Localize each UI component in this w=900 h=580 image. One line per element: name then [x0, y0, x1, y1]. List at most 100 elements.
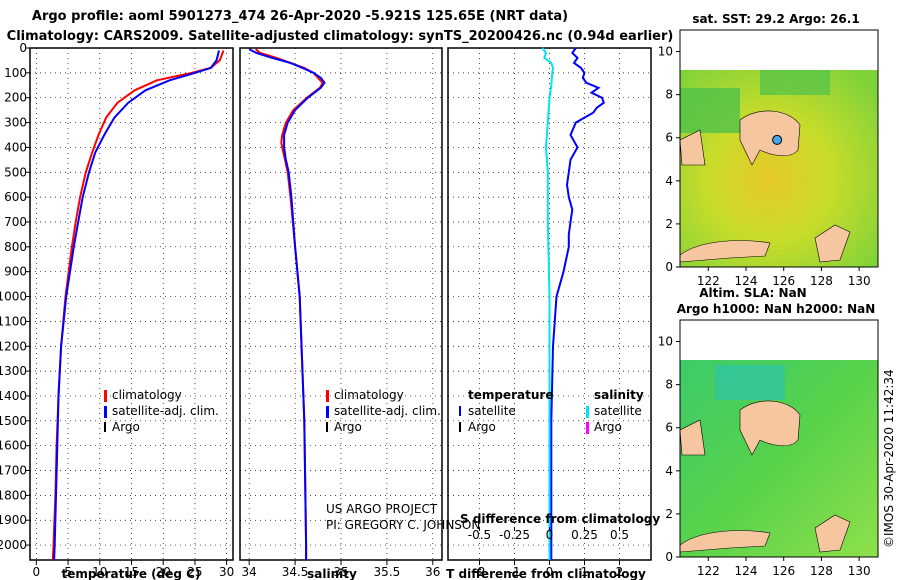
- depth-tick-label: 1800: [0, 488, 27, 502]
- legend-label-sal-argo: Argo: [594, 420, 622, 434]
- depth-tick-label: 0: [19, 41, 27, 55]
- legend-label-argo: Argo: [334, 420, 362, 434]
- map-lat-tick-label: 10: [658, 45, 673, 59]
- sst-nodata-band: [680, 30, 878, 70]
- depth-tick-label: 1300: [0, 364, 27, 378]
- x-tick-label: 36: [425, 565, 440, 579]
- island-landmass: [680, 129, 706, 166]
- map-lon-tick-label: 128: [810, 274, 833, 288]
- x-tick-label: 15: [124, 565, 139, 579]
- legend-label-argo: Argo: [112, 420, 140, 434]
- figure-title-line2: Climatology: CARS2009. Satellite-adjuste…: [7, 29, 674, 44]
- depth-tick-label: 1200: [0, 339, 27, 353]
- eastern-landmass: [814, 514, 851, 553]
- legend-swatch-climatology: [326, 390, 329, 402]
- legend-swatch-argo: [104, 422, 106, 432]
- map-lon-tick-label: 130: [848, 564, 871, 578]
- eastern-landmass: [814, 224, 851, 263]
- series-line-salinity-satellite: [541, 47, 555, 560]
- s-difference-tick-label: 0.25: [571, 528, 598, 542]
- legend-swatch-sal-argo: [586, 422, 589, 434]
- x-tick-label: 35: [333, 565, 348, 579]
- map-lat-tick-label: 6: [665, 421, 673, 435]
- sla-label: Altim. SLA: NaN: [699, 286, 806, 300]
- map-lon-tick-label: 124: [735, 564, 758, 578]
- x-tick-label: 5: [64, 565, 72, 579]
- map-lat-tick-label: 0: [665, 550, 673, 564]
- depth-tick-label: 2000: [0, 538, 27, 552]
- map-lon-tick-label: 126: [772, 274, 795, 288]
- x-tick-label: 35.5: [374, 565, 401, 579]
- depth-tick-label: 800: [4, 240, 27, 254]
- temperature-axis-label: temperature (deg C): [62, 567, 201, 580]
- map-lon-tick-label: 126: [772, 564, 795, 578]
- map-lat-tick-label: 4: [665, 174, 673, 188]
- x-tick-label: 34: [242, 565, 257, 579]
- figure-title-line1: Argo profile: aoml 5901273_474 26-Apr-20…: [32, 9, 568, 24]
- island-landmass: [680, 419, 706, 456]
- sst-map-title: sat. SST: 29.2 Argo: 26.1: [692, 12, 859, 26]
- series-line-satellite-adj-clim-: [53, 50, 220, 561]
- depth-tick-label: 1600: [0, 439, 27, 453]
- profile-series: [51, 47, 605, 561]
- map-lat-tick-label: 2: [665, 217, 673, 231]
- depth-tick-label: 100: [4, 66, 27, 80]
- sla-map-axes: 0 2 4 6 8 10 122 124 126 128 130: [658, 335, 871, 578]
- s-difference-axis-label: S difference from climatology: [460, 512, 660, 526]
- depth-tick-label: 1500: [0, 414, 27, 428]
- salinity-axis-label: salinity: [307, 567, 357, 580]
- legend-label-climatology: climatology: [112, 388, 182, 402]
- argo-position-marker: [772, 134, 783, 145]
- x-tick-label: -1: [509, 565, 521, 579]
- legend-label-sal-satellite: satellite: [594, 404, 642, 418]
- temperature-legend: climatology satellite-adj. clim. Argo: [104, 388, 219, 434]
- s-difference-axis: -0.5 -0.25 0 0.25 0.5: [468, 527, 629, 542]
- profile-x-axes: 0 5 10 15 20 25 30 34 34.5 35 35.5 36 -2 -1 0 1 2: [33, 560, 623, 579]
- sla-nodata-band: [680, 320, 878, 360]
- series-line-temperature-satellite: [550, 47, 605, 560]
- legend-swatch-satellite: [104, 406, 107, 418]
- x-tick-label: 25: [187, 565, 202, 579]
- map-lon-tick-label: 122: [697, 274, 720, 288]
- legend-label-temp-satellite: satellite: [468, 404, 516, 418]
- credit-line1: US ARGO PROJECT: [326, 502, 438, 516]
- x-tick-label: 30: [219, 565, 234, 579]
- map-lon-tick-label: 124: [735, 274, 758, 288]
- legend-swatch-satellite: [326, 406, 329, 418]
- credit-line2: PI: GREGORY C. JOHNSON: [326, 518, 480, 532]
- series-line-satellite-adj-clim-: [248, 48, 326, 560]
- map-lat-tick-label: 2: [665, 507, 673, 521]
- s-difference-tick-label: -0.5: [468, 528, 491, 542]
- depth-tick-label: 200: [4, 91, 27, 105]
- depth-tick-label: 600: [4, 190, 27, 204]
- x-tick-label: 0: [546, 565, 554, 579]
- legend-label-climatology: climatology: [334, 388, 404, 402]
- sst-cool-patch: [760, 70, 830, 95]
- depth-tick-label: 1100: [0, 314, 27, 328]
- depth-tick-label: 500: [4, 165, 27, 179]
- legend-title-temperature: temperature: [468, 388, 553, 402]
- legend-swatch-climatology: [104, 390, 107, 402]
- sst-map-frame: [679, 29, 879, 268]
- map-lat-tick-label: 8: [665, 88, 673, 102]
- legend-swatch-temp-satellite: [459, 406, 461, 416]
- southern-landmass: [680, 240, 771, 263]
- legend-swatch-temp-argo: [459, 422, 461, 432]
- mindanao-landmass: [739, 110, 801, 166]
- mindanao-landmass: [739, 400, 801, 456]
- depth-tick-label: 300: [4, 116, 27, 130]
- s-difference-tick-label: 0.5: [610, 528, 629, 542]
- sst-map-axes: 0 2 4 6 8 10 122 124 126 128 130: [658, 45, 871, 288]
- map-lon-tick-label: 128: [810, 564, 833, 578]
- difference-legend: temperature salinity satellite Argo sate…: [459, 388, 644, 434]
- x-tick-label: 1: [581, 565, 589, 579]
- southern-landmass: [680, 530, 771, 553]
- s-difference-tick-label: -0.25: [499, 528, 530, 542]
- map-lat-tick-label: 10: [658, 335, 673, 349]
- x-tick-label: 10: [92, 565, 107, 579]
- depth-tick-label: 1700: [0, 464, 27, 478]
- depth-tick-label: 1400: [0, 389, 27, 403]
- sla-patch: [715, 365, 785, 400]
- series-line-climatology: [51, 50, 225, 561]
